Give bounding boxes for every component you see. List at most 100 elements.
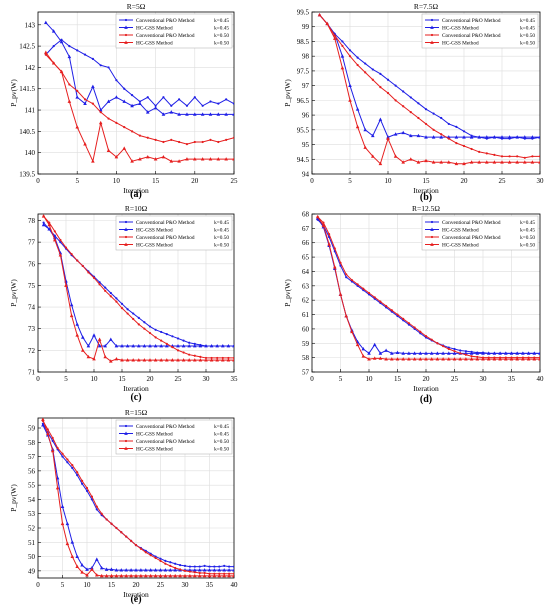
data-point-2 — [87, 271, 90, 274]
legend-k-label: k=0.50 — [214, 243, 229, 249]
x-axis-label: Iteration — [123, 590, 149, 599]
data-point-2 — [232, 136, 234, 139]
data-point-0 — [160, 330, 163, 334]
x-tick-label: 20 — [423, 375, 431, 383]
x-tick-label: 20 — [147, 375, 155, 383]
x-tick-label: 0 — [36, 581, 40, 589]
data-point-3 — [207, 573, 212, 578]
legend: Conventional P&O Method k=0.45 HC-GSS Meth… — [115, 419, 233, 455]
legend: Conventional P&O Method k=0.45 HC-GSS Meth… — [115, 215, 233, 251]
x-axis-label: Iteration — [413, 384, 439, 393]
chart-title: R=5Ω — [127, 2, 146, 11]
data-point-1 — [224, 112, 228, 116]
panel-label: (b) — [420, 192, 432, 203]
data-point-1 — [188, 568, 192, 572]
data-point-2 — [143, 327, 146, 330]
data-point-2 — [218, 572, 221, 575]
data-point-1 — [372, 342, 377, 347]
data-point-2 — [228, 572, 231, 575]
data-point-0 — [182, 339, 185, 342]
data-point-2 — [139, 547, 142, 550]
data-point-3 — [407, 357, 411, 361]
data-point-1 — [221, 344, 225, 348]
data-point-0 — [464, 350, 467, 353]
data-point-3 — [75, 125, 79, 129]
data-point-0 — [115, 79, 118, 82]
data-point-2 — [345, 273, 348, 276]
data-point-1 — [145, 110, 150, 114]
legend-box — [421, 13, 539, 49]
data-point-0 — [104, 286, 107, 289]
data-point-3 — [97, 337, 102, 341]
data-point-2 — [348, 55, 352, 58]
data-point-2 — [333, 247, 336, 250]
data-point-1 — [124, 568, 128, 572]
data-point-3 — [95, 573, 99, 577]
legend-k-label: k=0.50 — [520, 243, 535, 249]
y-tick-label: 141 — [25, 107, 36, 115]
legend-label: Conventional P&O Method — [136, 235, 195, 241]
data-point-3 — [187, 358, 191, 362]
data-point-2 — [440, 133, 443, 136]
data-point-1 — [232, 112, 234, 116]
data-point-2 — [367, 291, 371, 295]
data-point-0 — [42, 221, 45, 224]
x-tick-label: 10 — [84, 581, 92, 589]
data-point-2 — [120, 307, 124, 310]
data-point-2 — [478, 150, 481, 154]
data-point-2 — [185, 143, 189, 146]
data-point-3 — [452, 357, 457, 361]
y-tick-label: 140 — [25, 149, 36, 157]
data-point-1 — [129, 568, 133, 572]
data-point-2 — [371, 78, 374, 81]
data-point-1 — [153, 105, 158, 110]
data-point-3 — [384, 357, 388, 361]
y-tick-label: 96.5 — [297, 97, 310, 105]
data-point-2 — [174, 566, 177, 570]
data-point-1 — [469, 351, 474, 355]
data-point-1 — [538, 135, 540, 139]
data-point-2 — [432, 128, 435, 131]
data-point-1 — [65, 521, 70, 526]
data-point-2 — [159, 559, 162, 562]
data-point-3 — [204, 358, 208, 362]
data-point-3 — [59, 69, 64, 74]
data-point-1 — [477, 135, 481, 139]
data-point-2 — [90, 495, 93, 498]
data-point-0 — [178, 98, 181, 101]
data-point-0 — [198, 565, 201, 568]
legend-label: Conventional P&O Method — [442, 18, 501, 24]
data-point-3 — [221, 358, 225, 362]
data-point-1 — [207, 568, 212, 572]
data-point-3 — [120, 358, 124, 362]
data-point-2 — [203, 571, 206, 575]
data-point-0 — [120, 302, 124, 305]
data-point-2 — [130, 539, 133, 542]
data-point-0 — [447, 122, 450, 126]
legend-marker — [430, 235, 434, 239]
data-point-1 — [390, 351, 394, 355]
legend-marker — [430, 18, 434, 22]
data-point-1 — [60, 504, 65, 508]
data-point-0 — [98, 281, 101, 284]
data-point-1 — [492, 351, 497, 355]
data-point-1 — [515, 135, 519, 139]
data-point-1 — [217, 568, 222, 572]
data-point-2 — [76, 259, 79, 262]
plot-frame — [37, 11, 235, 175]
y-tick-label: 96 — [302, 112, 310, 120]
legend-box — [421, 215, 539, 251]
data-point-3 — [361, 354, 366, 358]
data-point-2 — [210, 356, 213, 360]
data-point-0 — [81, 482, 84, 485]
y-tick-label: 49 — [28, 567, 36, 575]
data-point-3 — [447, 160, 451, 164]
data-point-0 — [99, 64, 102, 67]
data-point-2 — [188, 353, 191, 356]
data-point-2 — [385, 304, 388, 308]
y-tick-label: 98.5 — [297, 38, 310, 46]
data-point-3 — [367, 357, 371, 361]
data-point-3 — [439, 160, 443, 164]
data-point-0 — [115, 297, 118, 300]
data-point-3 — [46, 431, 50, 436]
